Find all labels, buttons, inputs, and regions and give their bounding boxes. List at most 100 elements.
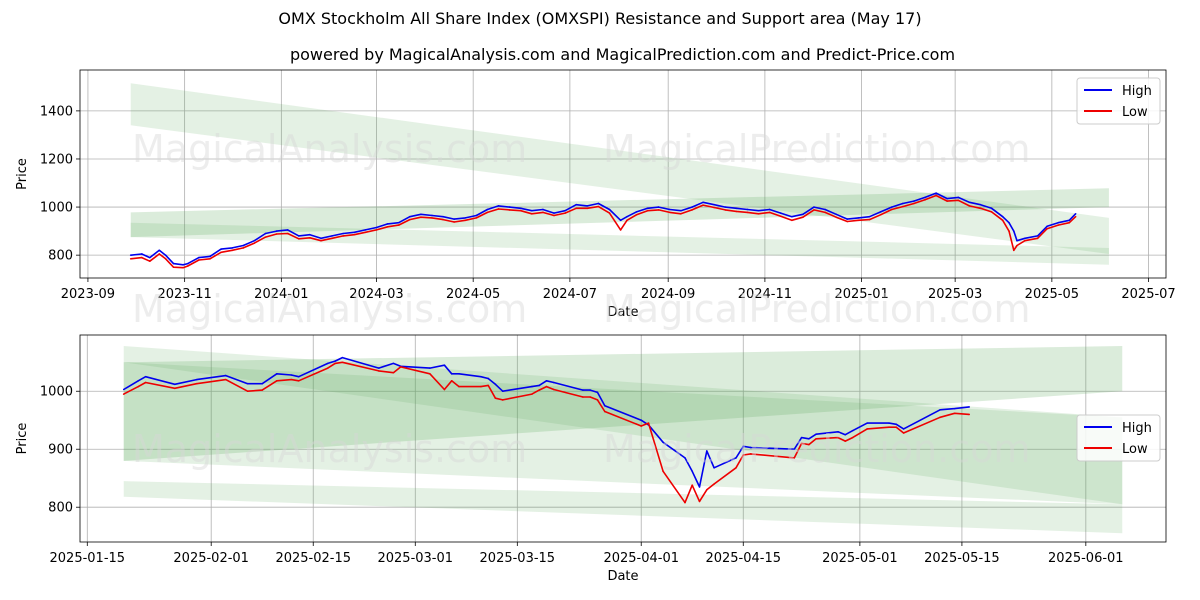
x-tick-label: 2024-01 [254, 287, 308, 302]
data-point-low [443, 388, 446, 391]
data-point-low [475, 217, 478, 219]
data-point-low [837, 436, 839, 439]
data-point-low [341, 361, 344, 364]
data-point-low [342, 235, 344, 237]
data-point-high [597, 202, 600, 205]
data-point-high [1024, 237, 1026, 240]
data-point-low [1001, 219, 1004, 222]
data-point-low [597, 205, 600, 208]
data-point-low [608, 212, 611, 214]
data-point-high [531, 385, 533, 388]
data-point-low [575, 207, 578, 210]
data-point-low [538, 389, 540, 391]
data-point-low [647, 422, 650, 424]
data-point-high [275, 373, 278, 375]
data-point-high [172, 262, 175, 265]
data-point-high [442, 215, 444, 218]
data-point-low [464, 219, 467, 222]
data-point-high [706, 450, 708, 452]
series-line-high [123, 356, 970, 488]
data-point-high [702, 201, 704, 204]
data-point-low [531, 393, 533, 395]
data-point-high [290, 374, 293, 376]
data-point-high [946, 197, 949, 200]
data-point-high [364, 229, 367, 231]
data-point-low [713, 206, 715, 209]
data-point-high [408, 215, 411, 218]
data-point-high [331, 235, 333, 237]
data-point-high [242, 244, 245, 247]
data-point-high [231, 247, 233, 249]
data-point-low [297, 380, 300, 382]
data-point-high [582, 389, 584, 391]
data-point-high [264, 232, 267, 235]
y-tick-label: 1200 [40, 152, 73, 167]
data-point-low [589, 396, 592, 398]
data-point-high [791, 215, 793, 218]
data-point-high [1008, 221, 1010, 224]
data-point-high [837, 431, 839, 433]
data-point-low [888, 426, 890, 428]
data-point-low [494, 397, 497, 400]
legend-label-high: High [1122, 421, 1152, 436]
data-point-high [220, 248, 222, 250]
data-point-low [542, 211, 544, 214]
data-point-high [519, 207, 522, 210]
data-point-low [320, 239, 322, 242]
x-tick-label: 2025-01 [834, 287, 888, 302]
data-point-high [144, 375, 147, 378]
support-resistance-band [123, 346, 1123, 505]
support-resistance-band [123, 346, 1123, 461]
data-point-high [735, 457, 737, 459]
y-tick-label: 900 [48, 443, 73, 458]
data-point-high [657, 206, 660, 208]
data-point-high [341, 356, 344, 359]
data-point-high [619, 219, 622, 222]
data-point-high [793, 448, 796, 451]
data-point-high [334, 360, 336, 362]
data-point-high [261, 382, 264, 385]
data-point-high [353, 231, 356, 234]
data-point-low [173, 387, 176, 390]
data-point-high [148, 256, 151, 259]
x-tick-label: 2024-07 [543, 287, 597, 302]
x-tick-label: 2025-02-15 [275, 551, 351, 566]
data-point-low [172, 266, 175, 268]
data-point-high [1036, 235, 1039, 237]
data-point-high [968, 201, 971, 204]
data-point-high [635, 211, 638, 213]
x-tick-label: 2023-09 [61, 287, 115, 302]
data-point-high [209, 255, 211, 258]
data-point-low [164, 257, 167, 260]
data-point-low [749, 453, 752, 455]
data-point-low [429, 373, 431, 375]
data-point-low [713, 483, 715, 485]
data-point-low [735, 210, 738, 213]
data-point-high [173, 383, 176, 386]
data-point-high [552, 381, 555, 384]
data-point-low [297, 238, 300, 240]
data-point-high [724, 206, 727, 208]
x-tick-label: 2024-05 [446, 287, 500, 302]
data-point-low [129, 257, 132, 260]
data-point-low [691, 484, 694, 486]
watermark-text: MagicalPrediction.com [603, 287, 1031, 331]
data-point-low [802, 216, 804, 218]
y-axis-label: Price [15, 423, 30, 455]
data-point-low [497, 208, 500, 210]
data-point-low [742, 454, 745, 456]
data-point-high [327, 362, 329, 365]
data-point-low [148, 260, 151, 262]
data-point-high [1013, 230, 1015, 232]
data-point-high [742, 445, 745, 448]
data-point-high [902, 202, 904, 205]
data-point-high [802, 213, 804, 216]
data-point-high [195, 378, 198, 381]
data-point-high [990, 207, 993, 210]
data-point-low [246, 390, 249, 393]
data-point-low [868, 218, 871, 221]
data-point-high [835, 213, 838, 216]
data-point-high [866, 422, 868, 424]
data-point-high [746, 208, 749, 211]
